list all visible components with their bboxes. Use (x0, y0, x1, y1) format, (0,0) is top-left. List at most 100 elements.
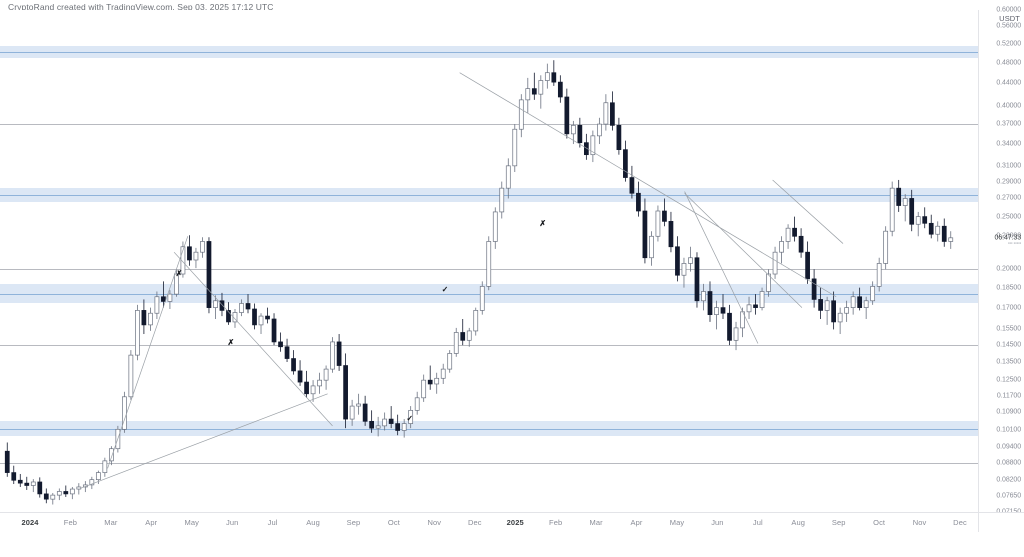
candle (701, 283, 706, 311)
candle (688, 246, 693, 272)
time-axis-label: Apr (145, 518, 158, 527)
price-zone-band[interactable] (0, 46, 978, 58)
candle (486, 236, 492, 291)
check-marker-icon[interactable]: ✓ (406, 414, 414, 424)
price-axis-label: 0.48000 (996, 59, 1021, 67)
price-axis-label: 0.37000 (996, 120, 1021, 128)
price-axis-label: 0.60000 (996, 6, 1021, 14)
trendline[interactable] (107, 236, 189, 469)
price-zone-band[interactable] (0, 421, 978, 437)
candle (291, 350, 296, 375)
candle (278, 332, 283, 352)
price-axis-label: 0.25000 (996, 213, 1021, 221)
candle (30, 479, 36, 493)
trendline[interactable] (772, 179, 844, 244)
candle (180, 241, 186, 278)
candle (460, 318, 466, 346)
candle (310, 380, 316, 402)
time-axis-label: Mar (104, 518, 118, 527)
candle (323, 365, 329, 390)
trendline[interactable] (459, 72, 837, 298)
candle (941, 218, 947, 247)
bottom-bar: TradingView (0, 532, 1024, 557)
candle (707, 281, 713, 322)
candle (518, 94, 524, 138)
cross-marker-icon[interactable]: ✗ (227, 337, 235, 347)
candle (746, 296, 752, 319)
watermark-attribution: CryptoRand created with TradingView.com,… (8, 2, 274, 12)
candle (668, 211, 674, 253)
price-axis-label: 0.34000 (996, 140, 1021, 148)
candle (37, 477, 43, 498)
candle (883, 226, 889, 270)
candle (662, 198, 667, 227)
candle (362, 395, 368, 426)
candle (785, 224, 791, 249)
candle (330, 337, 335, 373)
candle (935, 221, 941, 242)
candle (590, 130, 596, 163)
candle (200, 237, 205, 258)
candle (733, 321, 739, 351)
trendline[interactable] (684, 191, 759, 344)
candle (499, 181, 505, 219)
cross-marker-icon[interactable]: ✗ (175, 269, 183, 279)
candle (564, 88, 570, 139)
price-axis-label: 0.18500 (996, 284, 1021, 292)
time-axis-label: Nov (912, 518, 927, 527)
candle (694, 252, 700, 308)
candle (811, 269, 817, 308)
price-axis-label: 0.40000 (996, 102, 1021, 110)
price-axis-label: 0.08800 (996, 459, 1021, 467)
candle (492, 207, 498, 249)
trendline[interactable] (80, 393, 328, 489)
price-axis-unit: USDT (999, 14, 1020, 23)
price-axis-label: 0.07650 (996, 492, 1021, 500)
candle (544, 63, 550, 89)
candle (766, 269, 771, 297)
price-axis-label: 0.10900 (996, 408, 1021, 416)
horizontal-level-line[interactable] (0, 124, 978, 126)
trendline[interactable] (173, 251, 333, 427)
price-axis-label: 0.10100 (996, 426, 1021, 434)
time-axis-label: Apr (630, 518, 643, 527)
candle (421, 374, 427, 402)
check-marker-icon[interactable]: ✓ (441, 285, 449, 295)
trendline[interactable] (684, 193, 803, 308)
price-axis-label: 0.29000 (996, 178, 1021, 186)
candle (271, 313, 277, 346)
candle (102, 457, 108, 477)
time-axis-label: Jul (267, 518, 278, 527)
candle (948, 231, 954, 249)
time-axis-label: Dec (953, 518, 967, 527)
candle (505, 158, 511, 199)
candle (252, 303, 257, 330)
candle (17, 473, 23, 487)
chart-plot-area[interactable]: ✗ ✗ ✓ ✓ ✗ (0, 10, 978, 512)
candle (642, 198, 648, 264)
horizontal-level-line[interactable] (0, 345, 978, 347)
price-axis-label: 0.44000 (996, 79, 1021, 87)
candle (317, 372, 322, 394)
candle (681, 257, 687, 288)
candle (356, 393, 361, 415)
cross-marker-icon[interactable]: ✗ (539, 219, 547, 229)
price-zone-midline (0, 294, 978, 296)
candle (779, 236, 784, 264)
price-zone-band[interactable] (0, 283, 978, 304)
time-axis[interactable]: 2024 Feb Mar Apr May Jun Jul Aug Sep Oct Nov Dec 202… (0, 512, 978, 532)
price-axis-label: 0.12500 (996, 376, 1021, 384)
candle (161, 281, 166, 308)
price-zone-midline (0, 52, 978, 54)
price-axis[interactable]: USDT 0.60000 0.56000 0.52000 0.48000 0.44000… (978, 6, 1024, 516)
candle (50, 492, 56, 505)
horizontal-level-line[interactable] (0, 462, 978, 464)
candle (616, 117, 622, 155)
candle (284, 338, 290, 363)
candle (479, 281, 485, 315)
candle (844, 300, 850, 322)
candle (440, 363, 446, 384)
candle (427, 365, 433, 390)
candle (154, 291, 160, 319)
candle (623, 140, 628, 182)
